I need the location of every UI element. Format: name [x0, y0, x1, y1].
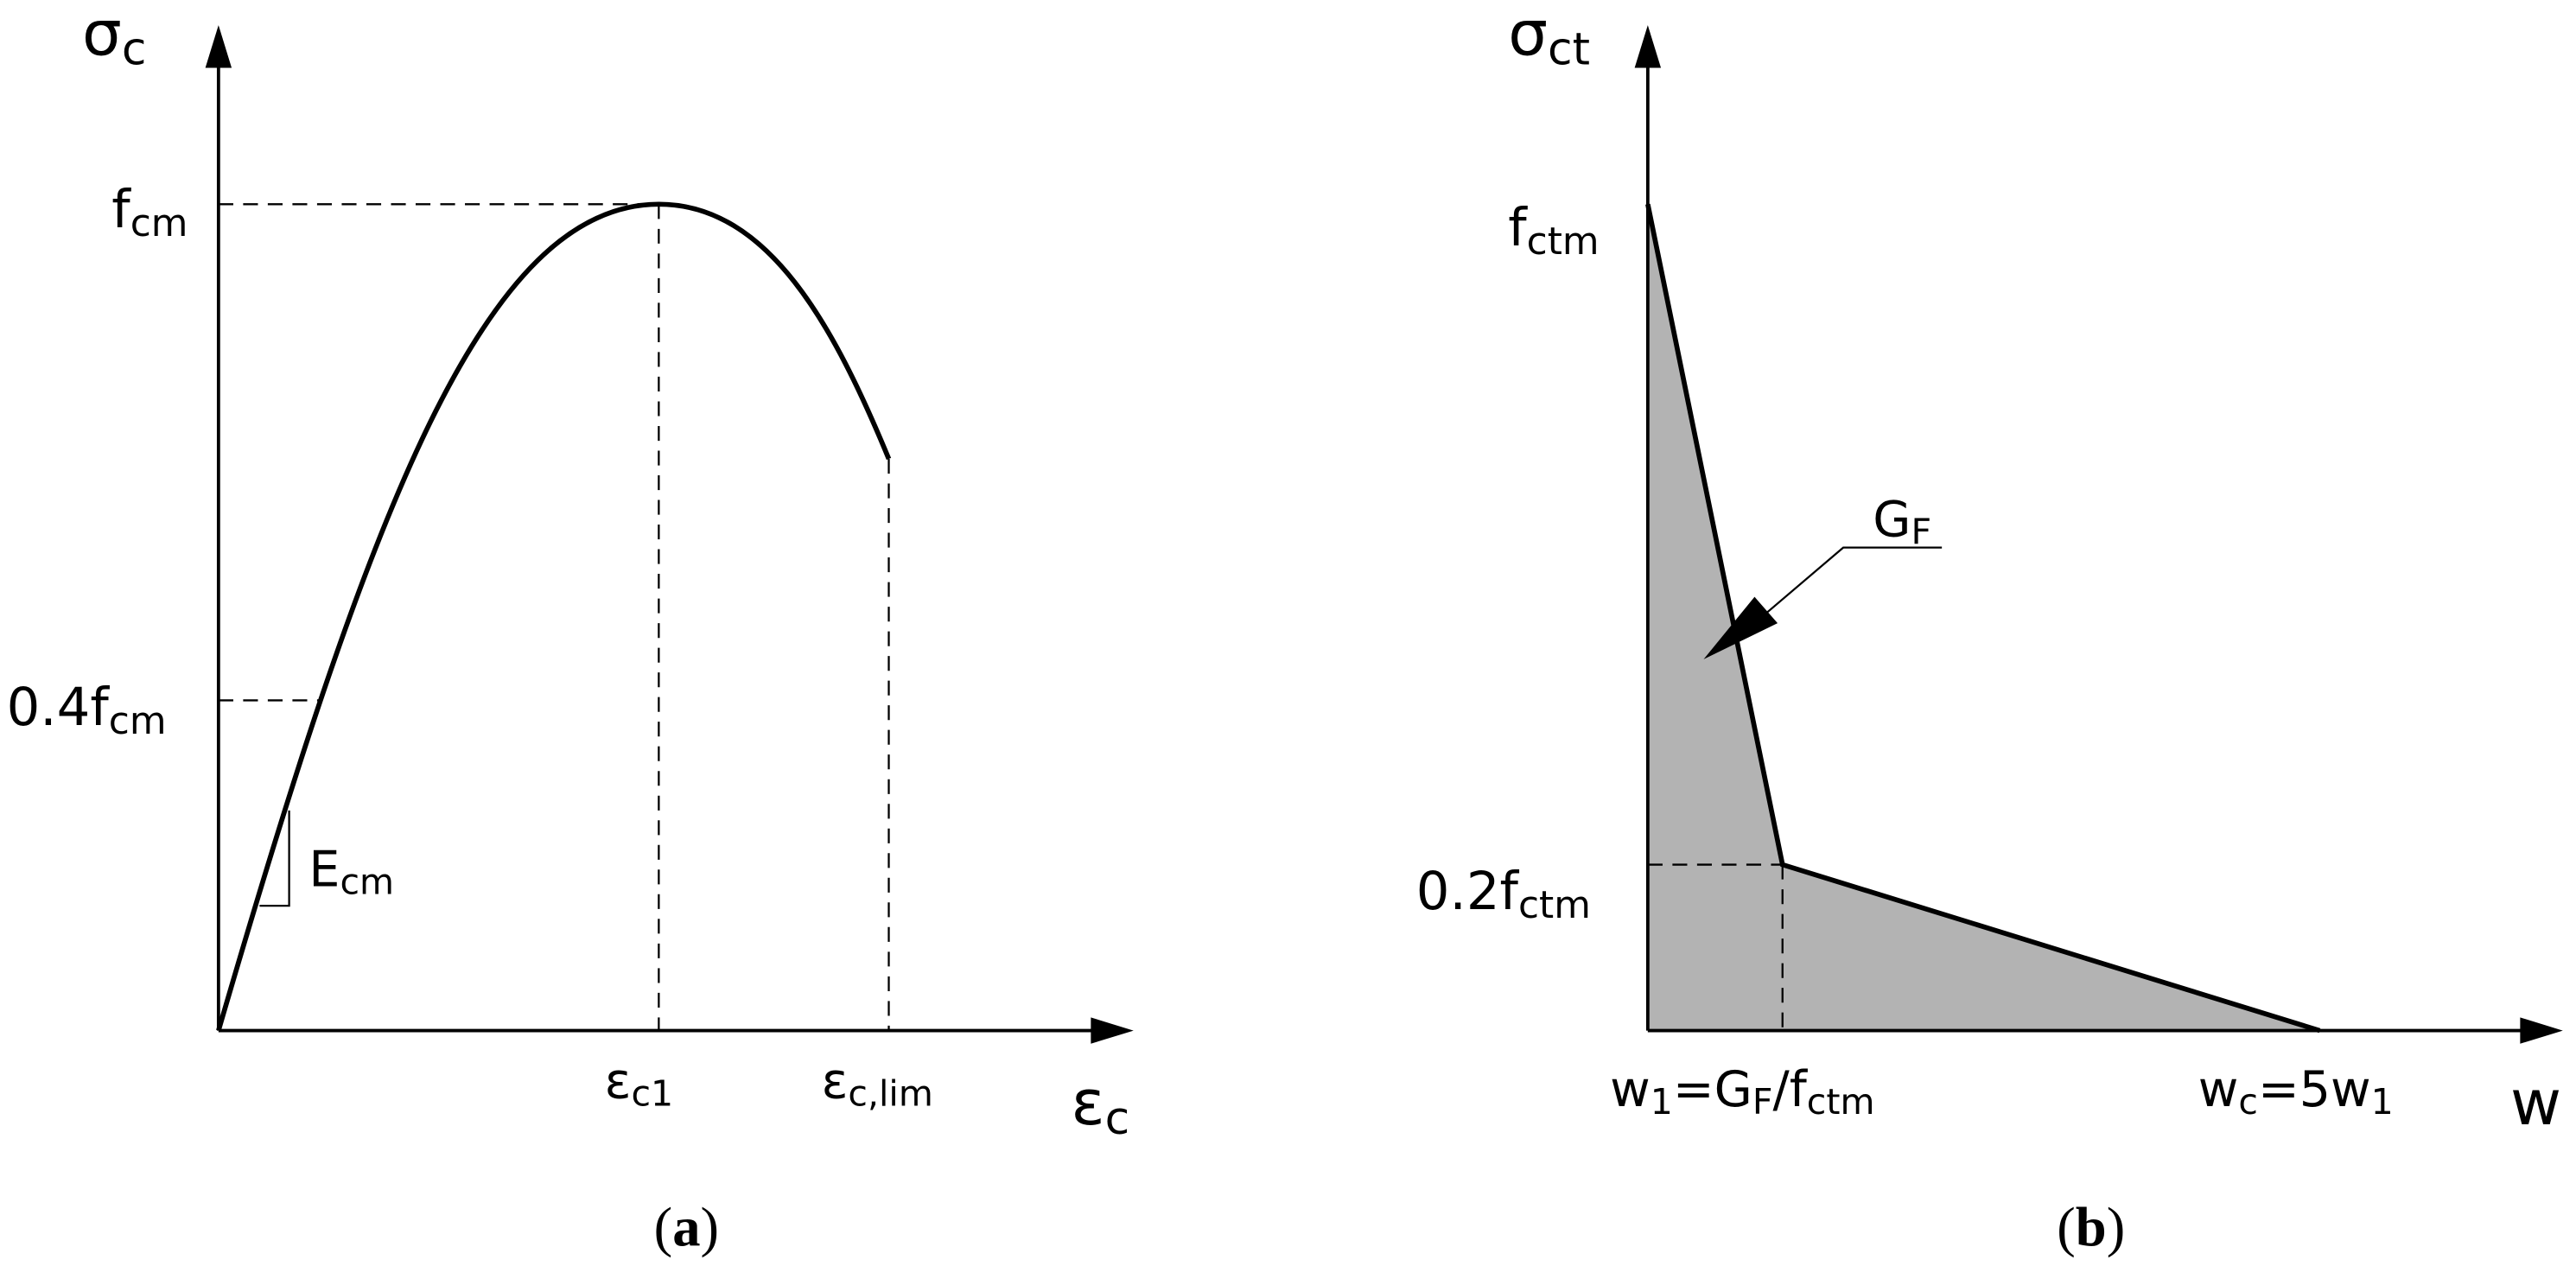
- subscript: ctm: [1807, 1081, 1875, 1123]
- subscript: 1: [2371, 1081, 2394, 1123]
- leader-line: [1765, 546, 1943, 614]
- level-label: fctm: [1508, 198, 1599, 264]
- text-part: σ: [1508, 0, 1548, 70]
- text-part: b: [2076, 1196, 2107, 1258]
- subscript: c,lim: [848, 1073, 932, 1115]
- slope-triangle: [259, 810, 290, 907]
- text-part: w: [2510, 1067, 2561, 1140]
- x-arrow: [2520, 1017, 2563, 1044]
- subscript: cm: [109, 699, 167, 743]
- y-arrow: [1634, 25, 1662, 68]
- leader-arrow: [1703, 596, 1778, 659]
- guide-lines: [1647, 863, 1784, 1031]
- subscript: c: [2238, 1081, 2258, 1123]
- panel-b: [1634, 25, 2563, 1044]
- subscript: 1: [1651, 1081, 1673, 1123]
- stress-strain-curve: [216, 201, 892, 1032]
- caption: (a): [654, 1196, 719, 1258]
- axis-label: w: [2510, 1067, 2561, 1140]
- softening-curve: [1645, 203, 2321, 1034]
- text-part: ): [2107, 1196, 2126, 1258]
- level-label: 0.4fcm: [7, 678, 167, 743]
- strain-label: εc,lim: [822, 1053, 933, 1115]
- subscript: ct: [1548, 24, 1590, 76]
- text-part: w: [2198, 1061, 2239, 1118]
- panel-a: [205, 25, 1134, 1044]
- y-arrow: [205, 25, 232, 68]
- strain-label: εc1: [605, 1053, 674, 1115]
- level-label: fcm: [111, 180, 188, 245]
- area-label: GF: [1873, 491, 1931, 552]
- subscript: cm: [340, 861, 394, 902]
- opening-label: w1=GF/fctm: [1610, 1061, 1874, 1123]
- guide-lines: [218, 203, 890, 1031]
- subscript: ctm: [1518, 883, 1591, 927]
- subscript: F: [1752, 1081, 1773, 1123]
- subscript: c1: [631, 1073, 673, 1115]
- x-arrow: [1091, 1017, 1134, 1044]
- text-part: σ: [82, 0, 122, 70]
- text-part: (: [654, 1196, 673, 1258]
- axis-label: εc: [1072, 1067, 1130, 1145]
- level-label: 0.2fctm: [1416, 862, 1591, 927]
- text-part: ε: [822, 1053, 849, 1110]
- subscript: ctm: [1527, 219, 1600, 264]
- caption: (b): [2057, 1196, 2125, 1258]
- text-part: G: [1873, 491, 1911, 548]
- text-part: w: [1610, 1061, 1651, 1118]
- energy-area: [1647, 204, 2320, 1031]
- subscript: cm: [130, 201, 188, 245]
- text-part: ): [701, 1196, 720, 1258]
- text-part: ε: [605, 1053, 632, 1110]
- subscript: c: [1105, 1093, 1130, 1145]
- subscript: c: [122, 24, 147, 76]
- text-part: E: [308, 841, 340, 898]
- text-part: =G: [1673, 1061, 1752, 1118]
- opening-label: wc=5w1: [2198, 1061, 2394, 1123]
- text-part: 0.4f: [7, 678, 111, 738]
- axis-label: σc: [82, 0, 146, 76]
- text-part: (: [2057, 1196, 2076, 1258]
- text-part: /f: [1772, 1061, 1808, 1118]
- text-part: a: [672, 1196, 700, 1258]
- slope-label: Ecm: [308, 841, 394, 902]
- text-part: 0.2f: [1416, 862, 1520, 922]
- subscript: F: [1911, 511, 1931, 552]
- axis-label: σct: [1508, 0, 1590, 76]
- text-part: f: [111, 180, 131, 240]
- text-part: ε: [1072, 1067, 1105, 1140]
- text-part: f: [1508, 198, 1528, 258]
- text-part: =5w: [2258, 1061, 2371, 1118]
